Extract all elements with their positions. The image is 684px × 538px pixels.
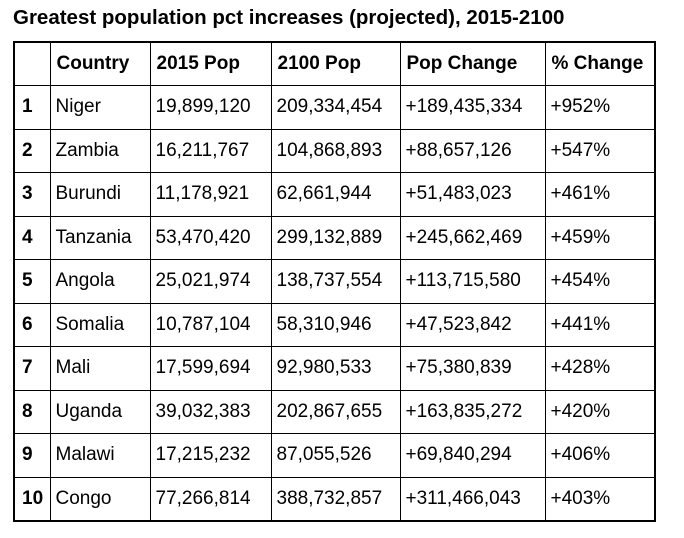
pop-change-cell: +51,483,023 bbox=[399, 172, 546, 217]
rank-cell: 6 bbox=[13, 302, 51, 347]
pop-2015-cell: 39,032,383 bbox=[149, 389, 272, 434]
pop-2015-cell: 16,211,767 bbox=[149, 128, 272, 173]
header-2100-pop: 2100 Pop bbox=[270, 41, 401, 86]
pct-change-cell: +459% bbox=[544, 215, 656, 260]
pop-change-cell: +163,835,272 bbox=[399, 389, 546, 434]
pop-change-cell: +245,662,469 bbox=[399, 215, 546, 260]
header-country: Country bbox=[49, 41, 151, 86]
country-cell: Mali bbox=[49, 346, 151, 391]
pct-change-cell: +428% bbox=[544, 346, 656, 391]
table-row: 7 Mali 17,599,694 92,980,533 +75,380,839 +428… bbox=[13, 346, 656, 391]
country-cell: Uganda bbox=[49, 389, 151, 434]
header-pct-change: % Change bbox=[544, 41, 656, 86]
pop-2015-cell: 25,021,974 bbox=[149, 259, 272, 304]
header-2015-pop: 2015 Pop bbox=[149, 41, 272, 86]
population-table: Country 2015 Pop 2100 Pop Pop Change % C… bbox=[13, 41, 656, 522]
table-row: 8 Uganda 39,032,383 202,867,655 +163,835,272… bbox=[13, 389, 656, 434]
pct-change-cell: +441% bbox=[544, 302, 656, 347]
pop-change-cell: +113,715,580 bbox=[399, 259, 546, 304]
country-cell: Malawi bbox=[49, 433, 151, 478]
table-row: 5 Angola 25,021,974 138,737,554 +113,715,580… bbox=[13, 259, 656, 304]
header-rank bbox=[13, 41, 51, 86]
pop-2015-cell: 17,599,694 bbox=[149, 346, 272, 391]
rank-cell: 10 bbox=[13, 476, 51, 522]
pct-change-cell: +403% bbox=[544, 476, 656, 522]
pop-change-cell: +311,466,043 bbox=[399, 476, 546, 522]
pop-change-cell: +88,657,126 bbox=[399, 128, 546, 173]
pop-2015-cell: 19,899,120 bbox=[149, 85, 272, 130]
pop-change-cell: +69,840,294 bbox=[399, 433, 546, 478]
pop-2100-cell: 92,980,533 bbox=[270, 346, 401, 391]
pop-2100-cell: 299,132,889 bbox=[270, 215, 401, 260]
country-cell: Angola bbox=[49, 259, 151, 304]
pop-change-cell: +47,523,842 bbox=[399, 302, 546, 347]
country-cell: Somalia bbox=[49, 302, 151, 347]
pop-2015-cell: 10,787,104 bbox=[149, 302, 272, 347]
table-row: 1 Niger 19,899,120 209,334,454 +189,435,334 +… bbox=[13, 85, 656, 130]
pct-change-cell: +406% bbox=[544, 433, 656, 478]
pct-change-cell: +461% bbox=[544, 172, 656, 217]
country-cell: Niger bbox=[49, 85, 151, 130]
rank-cell: 3 bbox=[13, 172, 51, 217]
table-row: 4 Tanzania 53,470,420 299,132,889 +245,662,4… bbox=[13, 215, 656, 260]
rank-cell: 1 bbox=[13, 85, 51, 130]
pop-2015-cell: 17,215,232 bbox=[149, 433, 272, 478]
table-row: 3 Burundi 11,178,921 62,661,944 +51,483,023 +… bbox=[13, 172, 656, 217]
rank-cell: 4 bbox=[13, 215, 51, 260]
page-title: Greatest population pct increases (proje… bbox=[13, 6, 565, 29]
country-cell: Burundi bbox=[49, 172, 151, 217]
table-row: 9 Malawi 17,215,232 87,055,526 +69,840,294 +4… bbox=[13, 433, 656, 478]
country-cell: Congo bbox=[49, 476, 151, 522]
table-row: 6 Somalia 10,787,104 58,310,946 +47,523,842 +… bbox=[13, 302, 656, 347]
table-row: 2 Zambia 16,211,767 104,868,893 +88,657,126 +… bbox=[13, 128, 656, 173]
pop-2100-cell: 209,334,454 bbox=[270, 85, 401, 130]
pop-change-cell: +75,380,839 bbox=[399, 346, 546, 391]
pop-2100-cell: 202,867,655 bbox=[270, 389, 401, 434]
pop-2100-cell: 58,310,946 bbox=[270, 302, 401, 347]
pop-2015-cell: 11,178,921 bbox=[149, 172, 272, 217]
pct-change-cell: +420% bbox=[544, 389, 656, 434]
table-row: 10 Congo 77,266,814 388,732,857 +311,466,043… bbox=[13, 476, 656, 522]
pop-2015-cell: 77,266,814 bbox=[149, 476, 272, 522]
header-row: Country 2015 Pop 2100 Pop Pop Change % C… bbox=[13, 41, 656, 86]
pop-2100-cell: 104,868,893 bbox=[270, 128, 401, 173]
pct-change-cell: +547% bbox=[544, 128, 656, 173]
pct-change-cell: +952% bbox=[544, 85, 656, 130]
country-cell: Tanzania bbox=[49, 215, 151, 260]
country-cell: Zambia bbox=[49, 128, 151, 173]
pop-2100-cell: 388,732,857 bbox=[270, 476, 401, 522]
rank-cell: 9 bbox=[13, 433, 51, 478]
pop-2015-cell: 53,470,420 bbox=[149, 215, 272, 260]
pct-change-cell: +454% bbox=[544, 259, 656, 304]
rank-cell: 2 bbox=[13, 128, 51, 173]
pop-change-cell: +189,435,334 bbox=[399, 85, 546, 130]
header-pop-change: Pop Change bbox=[399, 41, 546, 86]
pop-2100-cell: 62,661,944 bbox=[270, 172, 401, 217]
rank-cell: 7 bbox=[13, 346, 51, 391]
pop-2100-cell: 87,055,526 bbox=[270, 433, 401, 478]
rank-cell: 5 bbox=[13, 259, 51, 304]
rank-cell: 8 bbox=[13, 389, 51, 434]
pop-2100-cell: 138,737,554 bbox=[270, 259, 401, 304]
